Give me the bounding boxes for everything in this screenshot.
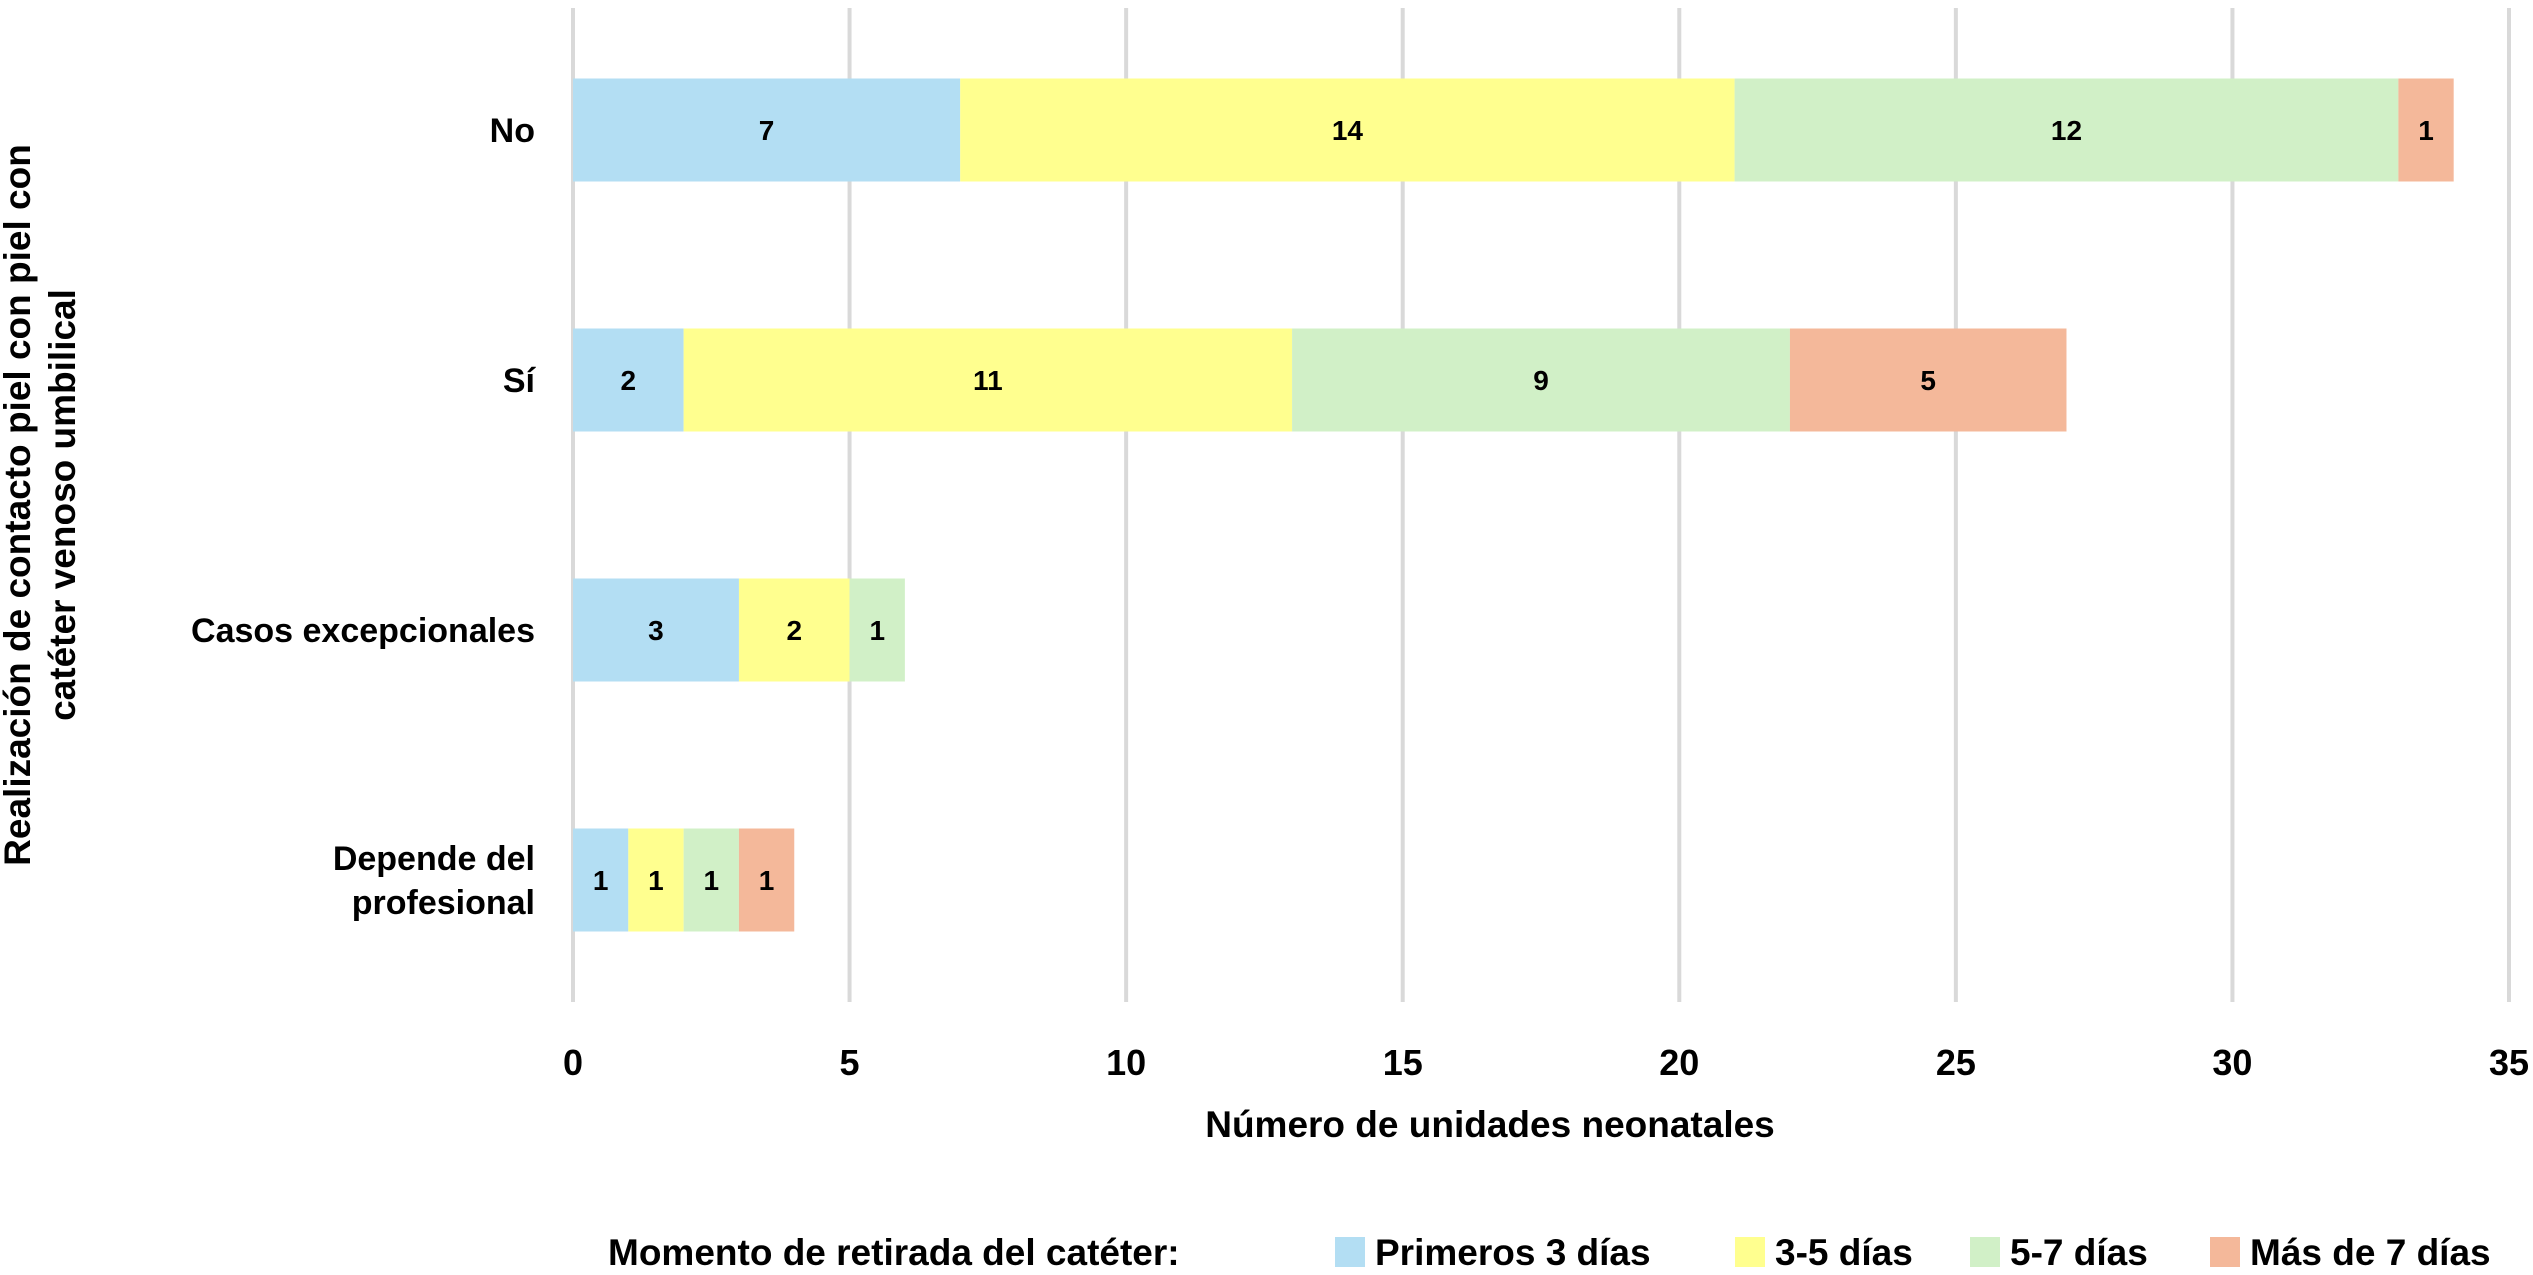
category-label: Casos excepcionales — [191, 612, 535, 650]
bar-segment — [573, 78, 961, 182]
bar-segment — [2398, 78, 2454, 182]
legend-label: 3-5 días — [1775, 1232, 1913, 1273]
data-label: 7 — [759, 115, 775, 146]
data-label: 2 — [786, 615, 802, 646]
bar-segment — [573, 578, 739, 682]
x-tick-label: 10 — [1106, 1042, 1146, 1083]
x-tick-label: 5 — [840, 1042, 860, 1083]
data-label: 9 — [1533, 365, 1549, 396]
bar-segment — [628, 828, 684, 932]
data-label: 1 — [869, 615, 885, 646]
data-label: 1 — [2418, 115, 2434, 146]
bar-segment — [1734, 78, 2399, 182]
x-tick-labels: 0 5 10 15 20 25 30 35 — [563, 1042, 2529, 1083]
y-axis-title-line: catéter venoso umbilical — [42, 289, 83, 721]
bar-segment — [683, 828, 739, 932]
legend-swatch — [2210, 1237, 2240, 1267]
x-axis-title: Número de unidades neonatales — [1205, 1104, 1775, 1145]
x-tick-label: 0 — [563, 1042, 583, 1083]
legend-label: Primeros 3 días — [1375, 1232, 1651, 1273]
x-tick-label: 20 — [1659, 1042, 1699, 1083]
data-label: 3 — [648, 615, 664, 646]
bar-segment — [849, 578, 905, 682]
data-label: 11 — [973, 365, 1003, 396]
category-label: profesional — [352, 884, 535, 922]
legend-swatch — [1970, 1237, 2000, 1267]
data-label: 5 — [1920, 365, 1936, 396]
data-label: 14 — [1332, 115, 1364, 146]
bar-segment — [1789, 328, 2067, 432]
legend-title: Momento de retirada del catéter: — [608, 1232, 1180, 1273]
y-axis-title: Realización de contacto piel con piel co… — [0, 144, 83, 866]
legend: Momento de retirada del catéter: Primero… — [608, 1232, 2491, 1273]
legend-swatch — [1735, 1237, 1765, 1267]
category-labels: No Sí Casos excepcionales Depende del profes… — [191, 112, 537, 922]
data-label: 2 — [621, 365, 637, 396]
category-label: Sí — [503, 362, 537, 400]
y-axis-title-line: Realización de contacto piel con piel co… — [0, 144, 38, 866]
x-tick-label: 30 — [2212, 1042, 2252, 1083]
bar-segment — [738, 828, 795, 932]
bar-segment — [683, 328, 1293, 432]
category-label: No — [490, 112, 535, 150]
x-tick-label: 35 — [2489, 1042, 2529, 1083]
bar-segment — [960, 78, 1735, 182]
data-label: 12 — [2051, 115, 2082, 146]
data-label: 1 — [593, 865, 609, 896]
legend-swatch — [1335, 1237, 1365, 1267]
x-tick-label: 25 — [1936, 1042, 1976, 1083]
legend-label: Más de 7 días — [2250, 1232, 2491, 1273]
category-label: Depende del — [333, 840, 535, 878]
data-label: 1 — [703, 865, 719, 896]
bar-segment — [573, 828, 629, 932]
x-tick-label: 15 — [1383, 1042, 1423, 1083]
data-label: 1 — [648, 865, 664, 896]
bar-segment — [573, 328, 684, 432]
data-label: 1 — [759, 865, 775, 896]
bars: 7 14 12 12 11 9 53 2 11 1 1 1 — [573, 78, 2454, 932]
bar-segment — [738, 578, 850, 682]
bar-segment — [1292, 328, 1790, 432]
legend-label: 5-7 días — [2010, 1232, 2148, 1273]
